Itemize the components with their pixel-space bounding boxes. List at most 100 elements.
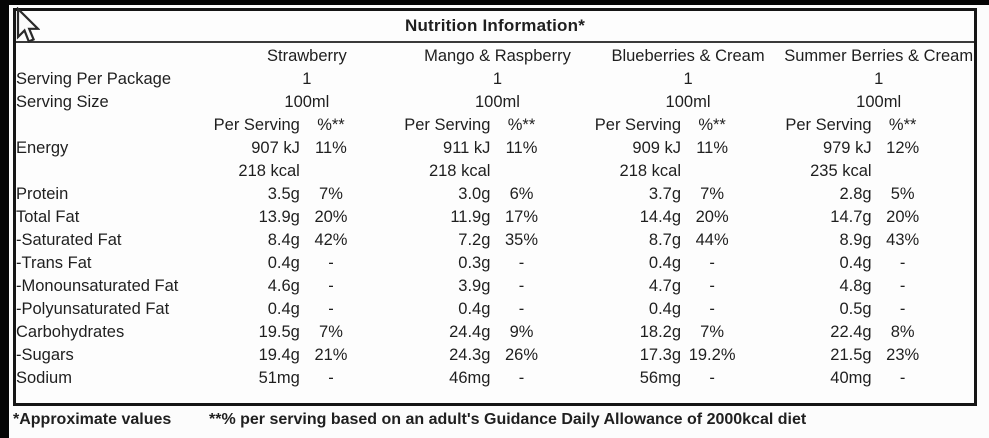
nutrient-value-3: 2.8g bbox=[839, 185, 872, 203]
nutrient-percent-3: 5% bbox=[890, 185, 915, 203]
nutrient-percent-1: 9% bbox=[509, 323, 534, 341]
nutrient-value-2: 0.4g bbox=[648, 254, 682, 272]
spacer-cell bbox=[553, 137, 593, 160]
spacer-cell bbox=[934, 114, 974, 137]
spacer-cell bbox=[934, 137, 974, 160]
nutrient-value-3: 4.8g bbox=[839, 277, 872, 295]
nutrient-value-2: 218 kcal bbox=[619, 162, 682, 180]
nutrient-value-3: 235 kcal bbox=[810, 162, 872, 180]
spacer-cell bbox=[362, 252, 402, 275]
spacer-cell bbox=[934, 229, 974, 252]
nutrient-value-0: 3.5g bbox=[267, 185, 300, 203]
nutrient-value-1: 11.9g bbox=[450, 208, 491, 226]
nutrient-value-0: 13.9g bbox=[258, 208, 300, 226]
spacer-cell bbox=[553, 298, 593, 321]
table-title: Nutrition Information* bbox=[16, 11, 974, 43]
nutrient-percent-3 bbox=[872, 160, 934, 183]
nutrient-percent-3: - bbox=[899, 254, 906, 272]
per-serving-header-1: Per Serving bbox=[404, 116, 491, 134]
nutrient-percent-1: 6% bbox=[509, 185, 534, 203]
percent-header-3: %** bbox=[888, 116, 917, 134]
spacer-cell bbox=[553, 344, 593, 367]
row-label: -Trans Fat bbox=[16, 254, 92, 272]
nutrient-percent-3: 8% bbox=[890, 323, 915, 341]
nutrient-percent-0: 7% bbox=[319, 185, 343, 203]
row-label: -Monounsaturated Fat bbox=[16, 277, 179, 295]
nutrient-row: 218 kcal 218 kcal 218 kcal 235 kcal bbox=[16, 160, 974, 183]
spacer-cell bbox=[934, 206, 974, 229]
serving-value-0: 1 bbox=[302, 70, 312, 88]
flavor-header-0: Strawberry bbox=[266, 47, 347, 65]
nutrient-percent-2: - bbox=[709, 254, 715, 272]
footnote-gda: **% per serving based on an adult's Guid… bbox=[209, 411, 807, 428]
spacer-cell bbox=[934, 252, 974, 275]
spacer-cell bbox=[553, 206, 593, 229]
nutrient-value-0: 51mg bbox=[258, 369, 300, 387]
nutrient-value-1: 24.3g bbox=[449, 346, 491, 364]
nutrient-percent-2: 7% bbox=[700, 323, 725, 341]
spacer-cell bbox=[743, 160, 783, 183]
nutrient-percent-3: - bbox=[899, 300, 906, 318]
nutrient-percent-2: - bbox=[709, 300, 715, 318]
nutrient-percent-1: 17% bbox=[505, 208, 539, 226]
corner-cell bbox=[16, 45, 212, 68]
nutrient-value-2: 14.4g bbox=[639, 208, 682, 226]
percent-header-2: %** bbox=[698, 116, 726, 134]
nutrient-percent-1: - bbox=[518, 277, 525, 295]
nutrient-percent-2: - bbox=[709, 369, 715, 387]
serving-value-0: 100ml bbox=[284, 93, 330, 111]
spacer-cell bbox=[553, 275, 593, 298]
flavor-header-1: Mango & Raspberry bbox=[424, 47, 571, 65]
nutrient-percent-2: 20% bbox=[695, 208, 729, 226]
spacer-cell bbox=[743, 344, 783, 367]
serving-value-2: 100ml bbox=[665, 93, 711, 111]
nutrient-percent-0: 20% bbox=[314, 208, 348, 226]
row-label: Sodium bbox=[16, 369, 72, 387]
nutrient-value-3: 979 kJ bbox=[822, 139, 872, 157]
nutrient-value-0: 4.6g bbox=[267, 277, 300, 295]
row-label: -Polyunsaturated Fat bbox=[16, 300, 170, 318]
spacer-cell bbox=[743, 321, 783, 344]
nutrient-value-0: 0.4g bbox=[267, 300, 300, 318]
nutrient-value-0: 19.4g bbox=[258, 346, 300, 364]
spacer-cell bbox=[553, 114, 593, 137]
nutrient-percent-3: 12% bbox=[886, 139, 920, 157]
nutrient-percent-1: - bbox=[518, 369, 525, 387]
per-serving-header-3: Per Serving bbox=[785, 116, 872, 134]
nutrient-percent-0: - bbox=[328, 277, 334, 295]
nutrient-value-1: 46mg bbox=[449, 369, 491, 387]
spacer-cell bbox=[743, 298, 783, 321]
footnote: *Approximate values **% per serving base… bbox=[13, 411, 806, 429]
nutrient-row: Sodium 51mg - 46mg - 56mg - 40mg - bbox=[16, 367, 974, 390]
nutrient-value-3: 8.9g bbox=[839, 231, 872, 249]
nutrient-percent-2: 44% bbox=[695, 231, 729, 249]
nutrient-value-2: 17.3g bbox=[639, 346, 682, 364]
spacer-cell bbox=[743, 137, 783, 160]
nutrient-value-3: 0.5g bbox=[839, 300, 872, 318]
nutrient-value-0: 8.4g bbox=[267, 231, 300, 249]
flavor-header-row: Strawberry Mango & Raspberry Blueberries &… bbox=[16, 45, 974, 68]
spacer-cell bbox=[362, 275, 402, 298]
spacer-cell bbox=[362, 229, 402, 252]
serving-value-3: 1 bbox=[874, 70, 884, 88]
nutrient-row: -Trans Fat 0.4g - 0.3g - 0.4g - 0.4g - bbox=[16, 252, 974, 275]
spacer-cell bbox=[362, 183, 402, 206]
nutrient-row: -Polyunsaturated Fat 0.4g - 0.4g - 0.4g - 0.5g - bbox=[16, 298, 974, 321]
nutrient-percent-2: 19.2% bbox=[688, 346, 736, 364]
nutrient-percent-1: 35% bbox=[505, 231, 539, 249]
nutrient-value-0: 218 kcal bbox=[238, 162, 300, 180]
spacer-cell bbox=[743, 367, 783, 390]
nutrient-row: -Monounsaturated Fat 4.6g - 3.9g - 4.7g - 4.8g - bbox=[16, 275, 974, 298]
nutrient-percent-3: - bbox=[899, 277, 906, 295]
percent-header-0: %** bbox=[317, 116, 345, 134]
nutrient-percent-1: - bbox=[518, 300, 525, 318]
spacer-cell bbox=[362, 114, 402, 137]
spacer-cell bbox=[553, 367, 593, 390]
screen-edge-left bbox=[0, 0, 9, 438]
nutrient-value-2: 18.2g bbox=[639, 323, 682, 341]
per-serving-header-2: Per Serving bbox=[594, 116, 682, 134]
nutrient-percent-3: 23% bbox=[886, 346, 920, 364]
row-label bbox=[16, 160, 212, 183]
nutrient-value-3: 14.7g bbox=[830, 208, 872, 226]
nutrient-percent-0: 21% bbox=[314, 346, 348, 364]
